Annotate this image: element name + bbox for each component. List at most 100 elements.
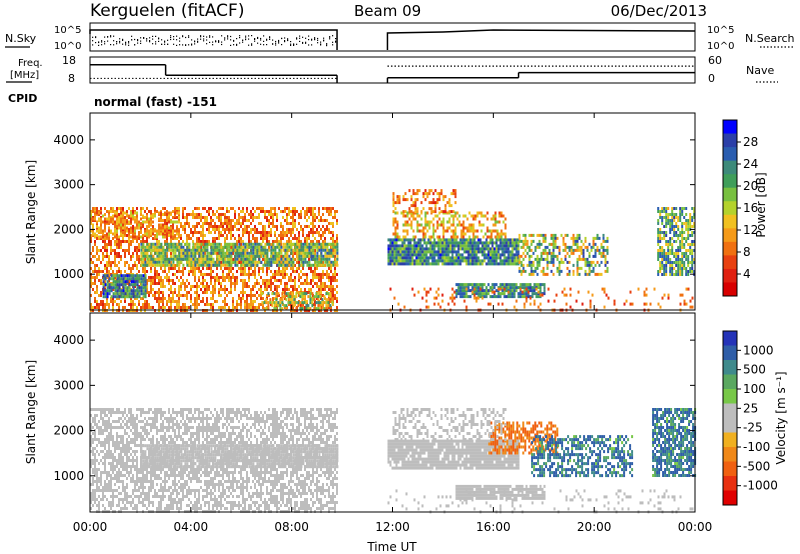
data-cell: [411, 262, 414, 266]
data-cell: [396, 211, 399, 215]
data-cell: [455, 238, 458, 242]
data-cell: [286, 248, 289, 252]
data-cell: [507, 295, 510, 299]
data-cell: [136, 240, 138, 243]
nsearch-point: [317, 37, 319, 40]
data-cell: [168, 294, 170, 297]
data-cell: [395, 241, 398, 245]
data-cell: [156, 245, 159, 249]
data-cell: [126, 240, 128, 243]
data-cell: [435, 253, 438, 257]
data-cell: [489, 289, 492, 293]
data-cell: [188, 260, 191, 264]
data-cell: [276, 260, 279, 264]
data-cell: [190, 248, 193, 252]
data-cell: [176, 220, 178, 224]
data-cell: [291, 292, 294, 296]
data-cell: [433, 262, 436, 266]
data-cell: [102, 292, 105, 296]
data-cell: [330, 297, 332, 300]
data-cell: [531, 295, 534, 299]
data-cell: [524, 239, 527, 243]
data-cell: [524, 248, 527, 252]
data-cell: [172, 294, 174, 297]
data-cell: [552, 248, 555, 252]
data-cell: [314, 260, 317, 264]
data-cell: [442, 235, 445, 239]
data-cell: [509, 283, 512, 287]
data-cell: [308, 258, 310, 261]
data-cell: [320, 285, 322, 288]
data-cell: [300, 254, 303, 258]
data-cell: [140, 245, 143, 249]
data-cell: [280, 240, 282, 243]
data-cell: [254, 216, 256, 219]
data-cell: [154, 257, 157, 261]
data-cell: [274, 248, 277, 252]
data-cell: [144, 277, 147, 281]
data-cell: [202, 222, 204, 225]
data-cell: [474, 235, 477, 239]
data-cell: [461, 247, 464, 251]
data-cell: [128, 295, 131, 299]
data-cell: [320, 297, 322, 300]
data-cell: [524, 254, 527, 258]
data-cell: [300, 270, 302, 273]
data-cell: [486, 229, 489, 233]
data-cell: [264, 251, 267, 255]
data-cell: [98, 306, 100, 309]
data-cell: [106, 261, 108, 264]
data-cell: [405, 244, 408, 248]
data-cell: [184, 251, 187, 255]
data-cell: [407, 259, 410, 263]
data-cell: [461, 244, 464, 248]
data-cell: [198, 276, 200, 279]
data-cell: [457, 289, 460, 293]
data-cell: [248, 219, 250, 222]
data-cell: [238, 237, 240, 240]
nsky-series-line: [89, 29, 338, 50]
data-cell: [286, 207, 288, 210]
data-cell: [330, 248, 333, 252]
data-cell: [148, 294, 150, 297]
data-cell: [522, 239, 525, 243]
data-cell: [278, 234, 280, 237]
nsearch-point: [281, 37, 283, 39]
data-cell: [230, 231, 232, 234]
data-cell: [106, 249, 108, 252]
data-cell: [220, 219, 222, 222]
data-cell: [286, 273, 288, 276]
data-cell: [138, 237, 140, 240]
nsearch-point: [326, 43, 328, 45]
data-cell: [104, 255, 106, 258]
data-cell: [202, 285, 204, 288]
nsearch-point: [326, 45, 328, 47]
data-cell: [260, 267, 262, 270]
data-cell: [216, 242, 219, 246]
data-cell: [435, 250, 438, 254]
data-cell: [98, 226, 100, 230]
data-cell: [294, 245, 297, 249]
data-cell: [178, 220, 180, 224]
data-cell: [102, 240, 104, 243]
data-cell: [439, 250, 442, 254]
data-cell: [485, 295, 488, 299]
data-cell: [228, 291, 230, 294]
data-cell: [465, 259, 468, 263]
data-cell: [284, 210, 286, 213]
data-cell: [463, 238, 466, 242]
data-cell: [304, 279, 306, 282]
data-cell: [528, 248, 531, 252]
data-cell: [548, 248, 551, 252]
data-cell: [234, 260, 237, 264]
data-cell: [292, 222, 294, 225]
data-cell: [134, 280, 137, 284]
data-cell: [156, 210, 158, 213]
data-cell: [226, 242, 229, 246]
data-cell: [267, 307, 270, 311]
data-cell: [106, 252, 108, 255]
data-cell: [280, 270, 282, 273]
data-cell: [497, 247, 500, 251]
data-cell: [234, 282, 236, 285]
